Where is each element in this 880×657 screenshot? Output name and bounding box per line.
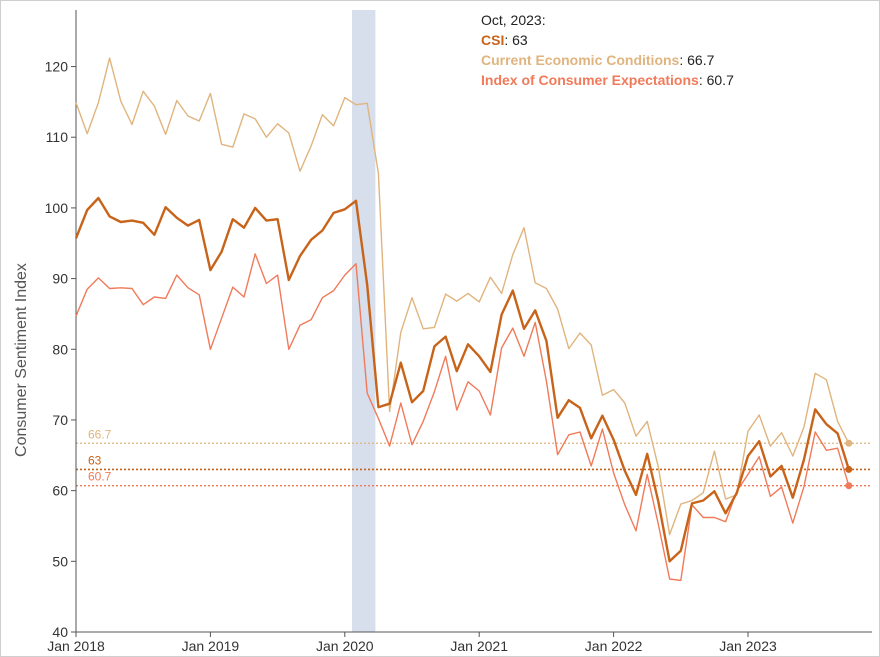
series-line-csi (74, 196, 850, 563)
y-tick-label: 60 (52, 483, 68, 499)
y-tick-label: 70 (52, 412, 68, 428)
y-axis-label: Consumer Sentiment Index (13, 263, 30, 457)
legend-expectations-name: Index of Consumer Expectations (481, 72, 699, 88)
x-tick-label: Jan 2019 (182, 638, 240, 654)
reference-label-csi: 63 (88, 453, 102, 467)
end-marker-expectations (845, 482, 853, 490)
series-line-expectations (75, 253, 850, 582)
y-tick-label: 110 (46, 129, 69, 145)
x-tick-label: Jan 2023 (719, 638, 777, 654)
y-tick-label: 90 (52, 271, 68, 287)
end-marker-csi (845, 465, 853, 473)
y-tick-label: 100 (45, 200, 69, 216)
legend-current-name: Current Economic Conditions (481, 52, 680, 68)
legend-item-csi: CSI: 63 (481, 32, 528, 48)
reference-label-current: 66.7 (88, 427, 112, 441)
legend-expectations-value: 60.7 (707, 72, 734, 88)
legend-csi-name: CSI (481, 32, 504, 48)
legend-item-current: Current Economic Conditions: 66.7 (481, 52, 715, 68)
y-tick-label: 120 (45, 59, 69, 75)
y-tick-label: 80 (52, 341, 68, 357)
y-tick-label: 50 (52, 553, 68, 569)
x-tick-label: Jan 2021 (450, 638, 508, 654)
x-tick-label: Jan 2022 (585, 638, 643, 654)
legend-date: Oct, 2023: (481, 12, 546, 28)
x-tick-label: Jan 2018 (47, 638, 105, 654)
recession-band (352, 10, 376, 632)
end-marker-current (845, 439, 853, 447)
series-line-current (75, 57, 850, 536)
y-tick-label: 40 (52, 624, 68, 640)
legend-csi-value: 63 (512, 32, 528, 48)
legend-current-value: 66.7 (687, 52, 714, 68)
reference-label-expectations: 60.7 (88, 470, 112, 484)
x-tick-label: Jan 2020 (316, 638, 374, 654)
legend-item-expectations: Index of Consumer Expectations: 60.7 (481, 72, 734, 88)
